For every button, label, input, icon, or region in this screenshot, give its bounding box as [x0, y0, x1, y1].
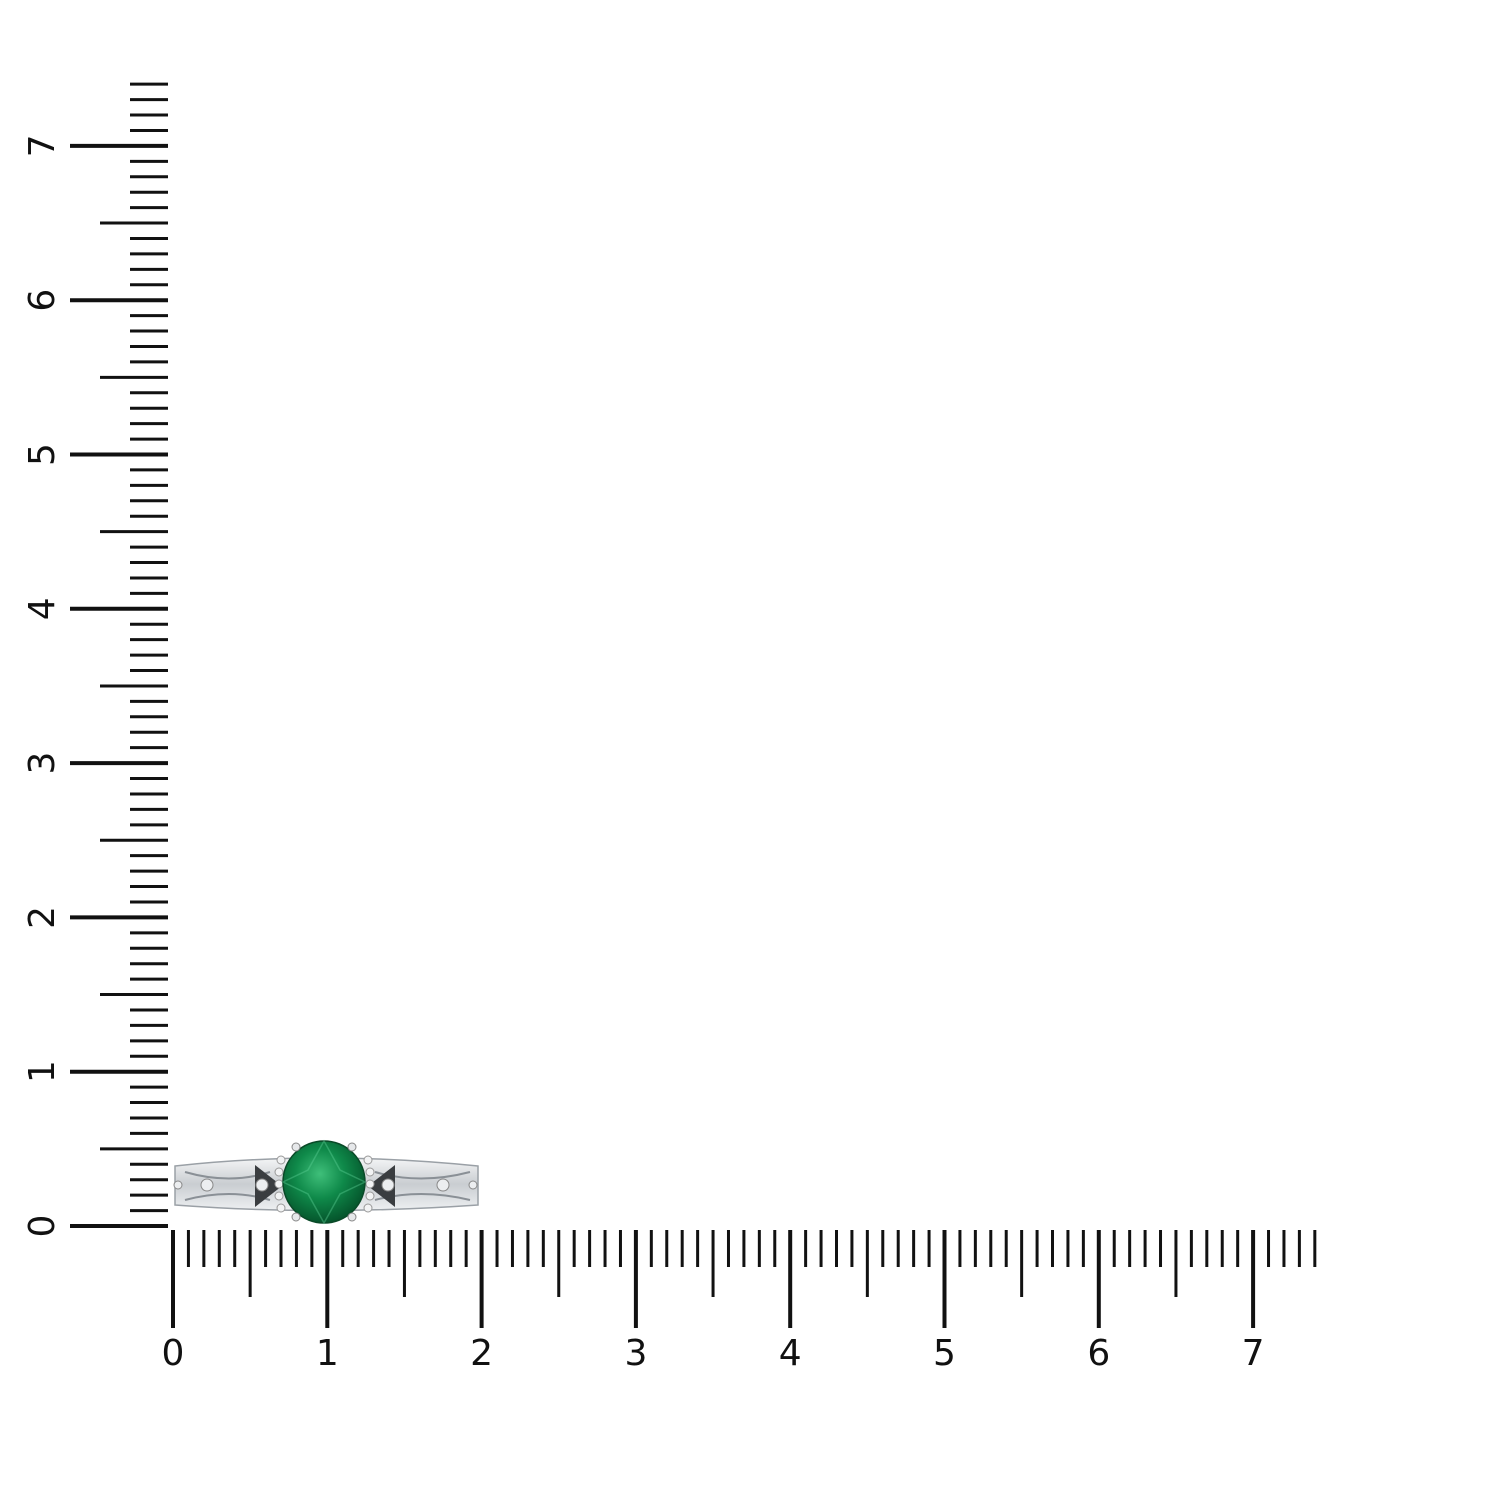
ring-image: [173, 1139, 479, 1225]
horizontal-ruler-label: 4: [779, 1333, 802, 1374]
vertical-ruler-label: 0: [22, 1215, 63, 1238]
vertical-ruler-label: 3: [22, 752, 63, 775]
vertical-ruler-label: 7: [22, 134, 63, 157]
vertical-ruler: 0 1 2 3 4 5 6 7: [22, 82, 168, 1238]
horizontal-ruler-label: 5: [933, 1333, 956, 1374]
horizontal-ruler-label: 6: [1087, 1333, 1110, 1374]
horizontal-ruler: 0 1 2 3 4 5 6 7: [162, 1230, 1317, 1374]
horizontal-ruler-label: 2: [470, 1333, 493, 1374]
horizontal-ruler-label: 0: [162, 1333, 185, 1374]
horizontal-ruler-label: 7: [1242, 1333, 1265, 1374]
vertical-ruler-label: 1: [22, 1060, 63, 1083]
horizontal-ruler-label: 1: [316, 1333, 339, 1374]
center-stone: [282, 1140, 366, 1224]
vertical-ruler-label: 2: [22, 906, 63, 929]
horizontal-ruler-label: 3: [624, 1333, 647, 1374]
vertical-ruler-label: 5: [22, 443, 63, 466]
vertical-ruler-label: 4: [22, 597, 63, 620]
vertical-ruler-label: 6: [22, 289, 63, 312]
